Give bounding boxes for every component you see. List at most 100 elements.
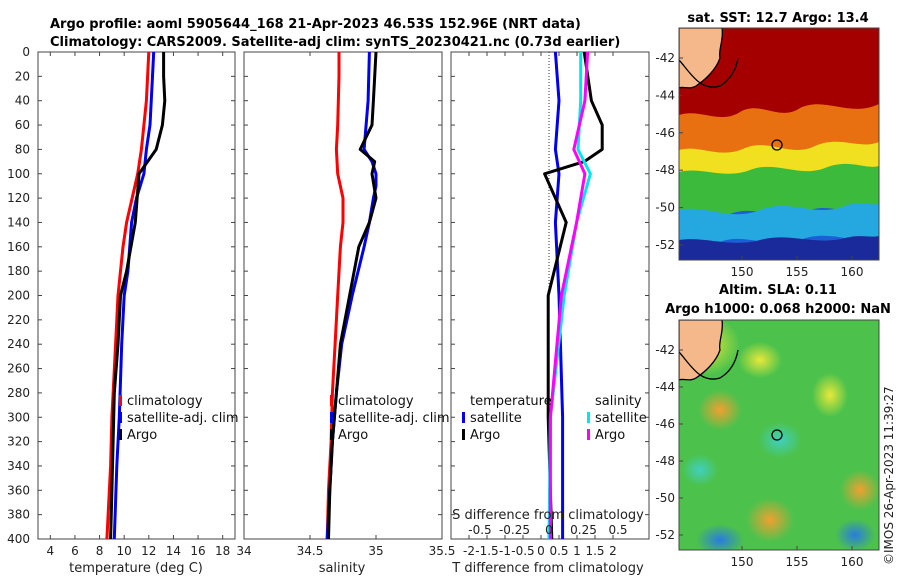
salinity-xlabel: salinity — [319, 561, 366, 576]
x-tick-label: 1 — [573, 544, 581, 558]
depth-tick-label: 140 — [7, 215, 30, 229]
map-y-tick-label: -46 — [655, 417, 675, 431]
difference-xlabel: T difference from climatology — [451, 561, 644, 576]
difference-legend: temperature satellite Argo salinity sate… — [462, 394, 647, 443]
x-tick-label: 18 — [215, 544, 230, 558]
depth-tick-label: 180 — [7, 264, 30, 278]
depth-tick-label: 260 — [7, 362, 30, 376]
legend-swatch-climatology — [330, 395, 333, 406]
x-tick-label: 12 — [141, 544, 156, 558]
legend-swatch-climatology — [119, 395, 122, 406]
series-line-temperature-argo — [543, 52, 604, 539]
legend-swatch-t-argo — [462, 429, 465, 440]
map-y-tick-label: -46 — [655, 126, 675, 140]
depth-tick-label: 20 — [15, 69, 30, 83]
depth-tick-label: 240 — [7, 337, 30, 351]
map-y-tick-label: -52 — [655, 238, 675, 252]
map-x-tick-label: 160 — [841, 555, 864, 569]
legend-climatology: climatology — [127, 394, 203, 409]
s-diff-tick-label: 0 — [545, 523, 553, 537]
x-tick-label: 34.5 — [297, 544, 324, 558]
map-y-tick-label: -42 — [655, 51, 675, 65]
depth-tick-label: 300 — [7, 410, 30, 424]
legend-temperature-title: temperature — [470, 394, 552, 409]
legend-s-argo: Argo — [595, 428, 625, 443]
temperature-xlabel: temperature (deg C) — [69, 561, 203, 576]
legend-swatch-t-satellite — [462, 412, 465, 423]
series-line-temperature-satellite — [553, 52, 565, 539]
sst-warm-band — [679, 28, 879, 123]
legend-salinity-title: salinity — [595, 394, 642, 409]
s-diff-tick-label: -0.25 — [499, 523, 530, 537]
x-tick-label: 0 — [537, 544, 545, 558]
x-tick-label: -0.5 — [511, 544, 534, 558]
depth-tick-label: 220 — [7, 313, 30, 327]
map-y-tick-label: -50 — [655, 201, 675, 215]
series-line-salinity-argo — [548, 52, 590, 539]
x-tick-label: -1.5 — [475, 544, 498, 558]
sla-map-title-1: Altim. SLA: 0.11 — [719, 283, 837, 298]
s-difference-label: S difference from climatology — [452, 508, 644, 523]
map-x-tick-label: 155 — [786, 555, 809, 569]
map-y-tick-label: -48 — [655, 454, 675, 468]
x-tick-label: -2 — [463, 544, 475, 558]
sst-deep-blue-band — [679, 236, 879, 260]
depth-tick-label: 360 — [7, 483, 30, 497]
depth-tick-label: 280 — [7, 386, 30, 400]
map-y-tick-label: -42 — [655, 343, 675, 357]
x-tick-label: 2 — [609, 544, 617, 558]
depth-tick-label: 200 — [7, 289, 30, 303]
legend-swatch-s-satellite — [587, 412, 590, 423]
depth-tick-label: 320 — [7, 435, 30, 449]
legend-argo: Argo — [127, 428, 157, 443]
map-x-tick-label: 160 — [841, 265, 864, 279]
sla-map-title-2: Argo h1000: 0.068 h2000: NaN — [665, 302, 891, 317]
legend-swatch-argo — [330, 429, 333, 440]
series-line-argo — [109, 52, 167, 539]
x-tick-label: -1 — [499, 544, 511, 558]
sst-contour — [679, 57, 739, 88]
depth-tick-label: 160 — [7, 240, 30, 254]
argo-location-marker — [771, 429, 783, 441]
argo-location-marker — [771, 139, 783, 151]
sla-blob — [698, 390, 742, 430]
legend-satellite-adj: satellite-adj. clim — [338, 411, 450, 426]
x-tick-label: 35 — [368, 544, 383, 558]
map-y-tick-label: -48 — [655, 163, 675, 177]
sla-map: Altim. SLA: 0.11 Argo h1000: 0.068 h2000… — [655, 283, 890, 569]
legend-swatch-s-argo — [587, 429, 590, 440]
map-y-tick-label: -44 — [655, 380, 675, 394]
sla-blob — [682, 454, 718, 486]
x-tick-label: 4 — [46, 544, 54, 558]
depth-tick-label: 100 — [7, 167, 30, 181]
salinity-legend: climatology satellite-adj. clim Argo — [330, 394, 450, 443]
legend-swatch-argo — [119, 429, 122, 440]
map-x-tick-label: 155 — [786, 265, 809, 279]
title-line-1: Argo profile: aoml 5905644_168 21-Apr-20… — [50, 17, 581, 32]
sla-blob — [840, 470, 879, 510]
sst-map: sat. SST: 12.7 Argo: 13.4 -42 -44 -46 -48 -5… — [655, 11, 880, 279]
sst-map-title: sat. SST: 12.7 Argo: 13.4 — [687, 11, 868, 26]
x-tick-label: 16 — [190, 544, 205, 558]
x-tick-label: 10 — [117, 544, 132, 558]
depth-tick-label: 40 — [15, 94, 30, 108]
sla-blob — [738, 342, 782, 378]
depth-tick-label: 0 — [22, 45, 30, 59]
legend-argo: Argo — [338, 428, 368, 443]
s-diff-tick-label: 0.25 — [570, 523, 597, 537]
legend-satellite-adj: satellite-adj. clim — [127, 411, 239, 426]
sla-blob — [812, 373, 848, 417]
map-y-tick-label: -44 — [655, 88, 675, 102]
title-line-2: Climatology: CARS2009. Satellite-adj cli… — [50, 35, 620, 50]
salinity-panel: 34 34.5 35 35.5 salinity climatology satell… — [236, 51, 455, 576]
map-x-tick-label: 150 — [731, 265, 754, 279]
depth-tick-label: 60 — [15, 118, 30, 132]
sla-contour — [679, 349, 739, 380]
depth-tick-label: 120 — [7, 191, 30, 205]
salinity-axes-box — [243, 51, 443, 540]
legend-swatch-satellite — [119, 412, 122, 423]
legend-swatch-satellite — [330, 412, 333, 423]
sla-map-frame — [678, 319, 880, 551]
depth-tick-label: 80 — [15, 142, 30, 156]
map-y-tick-label: -50 — [655, 491, 675, 505]
